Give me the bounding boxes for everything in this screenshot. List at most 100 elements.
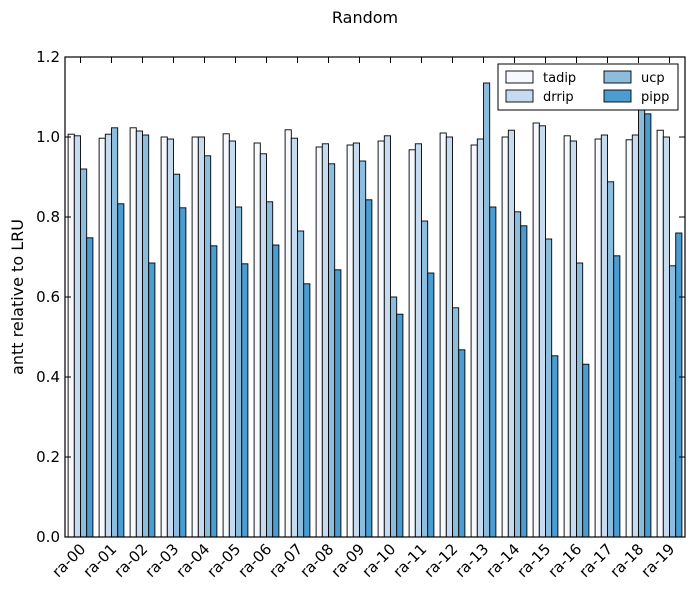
legend-swatch-pipp xyxy=(604,90,631,102)
bar-ucp-ra-14 xyxy=(515,212,521,537)
bar-tadip-ra-10 xyxy=(378,141,384,537)
bar-ucp-ra-02 xyxy=(143,135,149,537)
bar-pipp-ra-14 xyxy=(521,226,527,537)
bar-pipp-ra-17 xyxy=(614,256,620,537)
bar-drrip-ra-11 xyxy=(415,144,421,537)
legend-label-tadip: tadip xyxy=(543,71,576,86)
legend-label-drrip: drrip xyxy=(543,90,574,105)
bar-tadip-ra-11 xyxy=(409,150,415,537)
x-tick-label: ra-14 xyxy=(482,540,523,581)
bar-ucp-ra-04 xyxy=(205,156,211,537)
bar-ucp-ra-09 xyxy=(360,161,366,537)
legend-label-ucp: ucp xyxy=(641,71,665,86)
bar-drrip-ra-14 xyxy=(508,130,514,537)
x-tick-label: ra-13 xyxy=(451,540,492,581)
bar-drrip-ra-04 xyxy=(198,137,204,537)
bar-pipp-ra-18 xyxy=(645,114,651,537)
bar-tadip-ra-08 xyxy=(316,147,322,537)
bar-ucp-ra-07 xyxy=(298,231,304,537)
bar-ucp-ra-03 xyxy=(174,174,180,537)
bar-pipp-ra-12 xyxy=(459,350,465,537)
bar-ucp-ra-19 xyxy=(670,266,676,537)
x-tick-label: ra-16 xyxy=(544,540,585,581)
bar-drrip-ra-08 xyxy=(322,144,328,537)
y-tick-label: 0.4 xyxy=(36,368,60,386)
bar-tadip-ra-03 xyxy=(161,137,167,537)
bar-pipp-ra-05 xyxy=(242,264,248,537)
legend-swatch-tadip xyxy=(506,71,533,83)
bar-ucp-ra-12 xyxy=(453,308,459,537)
x-tick-label: ra-02 xyxy=(110,540,151,581)
bar-pipp-ra-10 xyxy=(397,314,403,537)
bar-pipp-ra-03 xyxy=(180,208,186,537)
x-tick-label: ra-09 xyxy=(327,540,368,581)
bar-drrip-ra-17 xyxy=(601,135,607,537)
bar-ucp-ra-11 xyxy=(422,221,428,537)
bar-drrip-ra-05 xyxy=(229,141,235,537)
x-tick-label: ra-05 xyxy=(203,540,244,581)
bar-ucp-ra-16 xyxy=(577,263,583,537)
legend-swatch-ucp xyxy=(604,71,631,83)
bar-ucp-ra-17 xyxy=(608,182,614,537)
bar-tadip-ra-02 xyxy=(130,128,136,537)
bar-ucp-ra-05 xyxy=(236,207,242,537)
x-tick-label: ra-17 xyxy=(575,540,616,581)
x-tick-label: ra-12 xyxy=(420,540,461,581)
bar-pipp-ra-00 xyxy=(87,238,93,537)
bar-drrip-ra-01 xyxy=(105,134,111,537)
bar-tadip-ra-16 xyxy=(564,136,570,537)
bar-ucp-ra-00 xyxy=(81,169,87,537)
bar-drrip-ra-12 xyxy=(446,137,452,537)
bar-drrip-ra-00 xyxy=(74,136,80,537)
bar-tadip-ra-07 xyxy=(285,130,291,537)
bar-tadip-ra-13 xyxy=(471,145,477,537)
bar-pipp-ra-09 xyxy=(366,200,372,537)
legend: tadip drrip ucp pipp xyxy=(498,64,678,110)
bar-drrip-ra-15 xyxy=(539,126,545,537)
bar-tadip-ra-18 xyxy=(626,140,632,537)
bar-drrip-ra-02 xyxy=(136,131,142,537)
bar-ucp-ra-13 xyxy=(484,83,490,537)
bar-tadip-ra-17 xyxy=(595,139,601,537)
bar-tadip-ra-05 xyxy=(223,134,229,537)
y-tick-label: 0.2 xyxy=(36,448,60,466)
bar-ucp-ra-01 xyxy=(112,128,118,537)
bar-drrip-ra-18 xyxy=(632,135,638,537)
legend-label-pipp: pipp xyxy=(641,90,669,105)
bar-ucp-ra-08 xyxy=(329,164,335,537)
x-tick-label: ra-10 xyxy=(358,540,399,581)
bar-pipp-ra-08 xyxy=(335,270,341,537)
bar-pipp-ra-19 xyxy=(676,233,682,537)
chart-title: Random xyxy=(332,8,398,27)
bar-pipp-ra-16 xyxy=(583,364,589,537)
bar-ucp-ra-15 xyxy=(546,239,552,537)
bar-drrip-ra-09 xyxy=(353,143,359,537)
bars-layer xyxy=(68,83,682,537)
x-tick-label: ra-01 xyxy=(79,540,120,581)
bar-drrip-ra-10 xyxy=(384,136,390,537)
x-tick-label: ra-06 xyxy=(234,540,275,581)
y-tick-label: 1.2 xyxy=(36,48,60,66)
x-tick-label: ra-03 xyxy=(141,540,182,581)
bar-drrip-ra-16 xyxy=(570,141,576,537)
x-tick-label: ra-07 xyxy=(265,540,306,581)
y-tick-label: 1.0 xyxy=(36,128,60,146)
bar-pipp-ra-04 xyxy=(211,246,217,537)
y-axis-label: antt relative to LRU xyxy=(8,219,27,375)
bar-pipp-ra-13 xyxy=(490,207,496,537)
bar-ucp-ra-06 xyxy=(267,202,273,537)
bar-ucp-ra-18 xyxy=(639,109,645,537)
bar-pipp-ra-11 xyxy=(428,273,434,537)
bar-ucp-ra-10 xyxy=(391,297,397,537)
y-tick-label: 0.0 xyxy=(36,528,60,546)
bar-tadip-ra-09 xyxy=(347,145,353,537)
bar-tadip-ra-06 xyxy=(254,143,260,537)
bar-pipp-ra-01 xyxy=(118,204,124,537)
bar-pipp-ra-02 xyxy=(149,263,155,537)
x-tick-label: ra-04 xyxy=(172,540,213,581)
x-tick-label: ra-00 xyxy=(48,540,89,581)
y-tick-label: 0.6 xyxy=(36,288,60,306)
y-tick-label: 0.8 xyxy=(36,208,60,226)
bar-drrip-ra-19 xyxy=(663,137,669,537)
